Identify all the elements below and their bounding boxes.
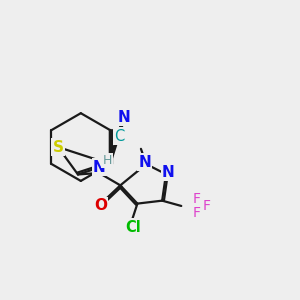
- Text: H: H: [102, 154, 112, 167]
- Text: N: N: [138, 154, 151, 169]
- Text: S: S: [52, 140, 64, 154]
- Text: O: O: [94, 199, 107, 214]
- Text: C: C: [114, 128, 124, 143]
- Text: N: N: [162, 165, 175, 180]
- Text: F: F: [193, 192, 201, 206]
- Text: F: F: [202, 199, 210, 213]
- Text: F: F: [193, 206, 201, 220]
- Text: N: N: [117, 110, 130, 124]
- Text: Cl: Cl: [125, 220, 141, 235]
- Text: N: N: [93, 160, 106, 175]
